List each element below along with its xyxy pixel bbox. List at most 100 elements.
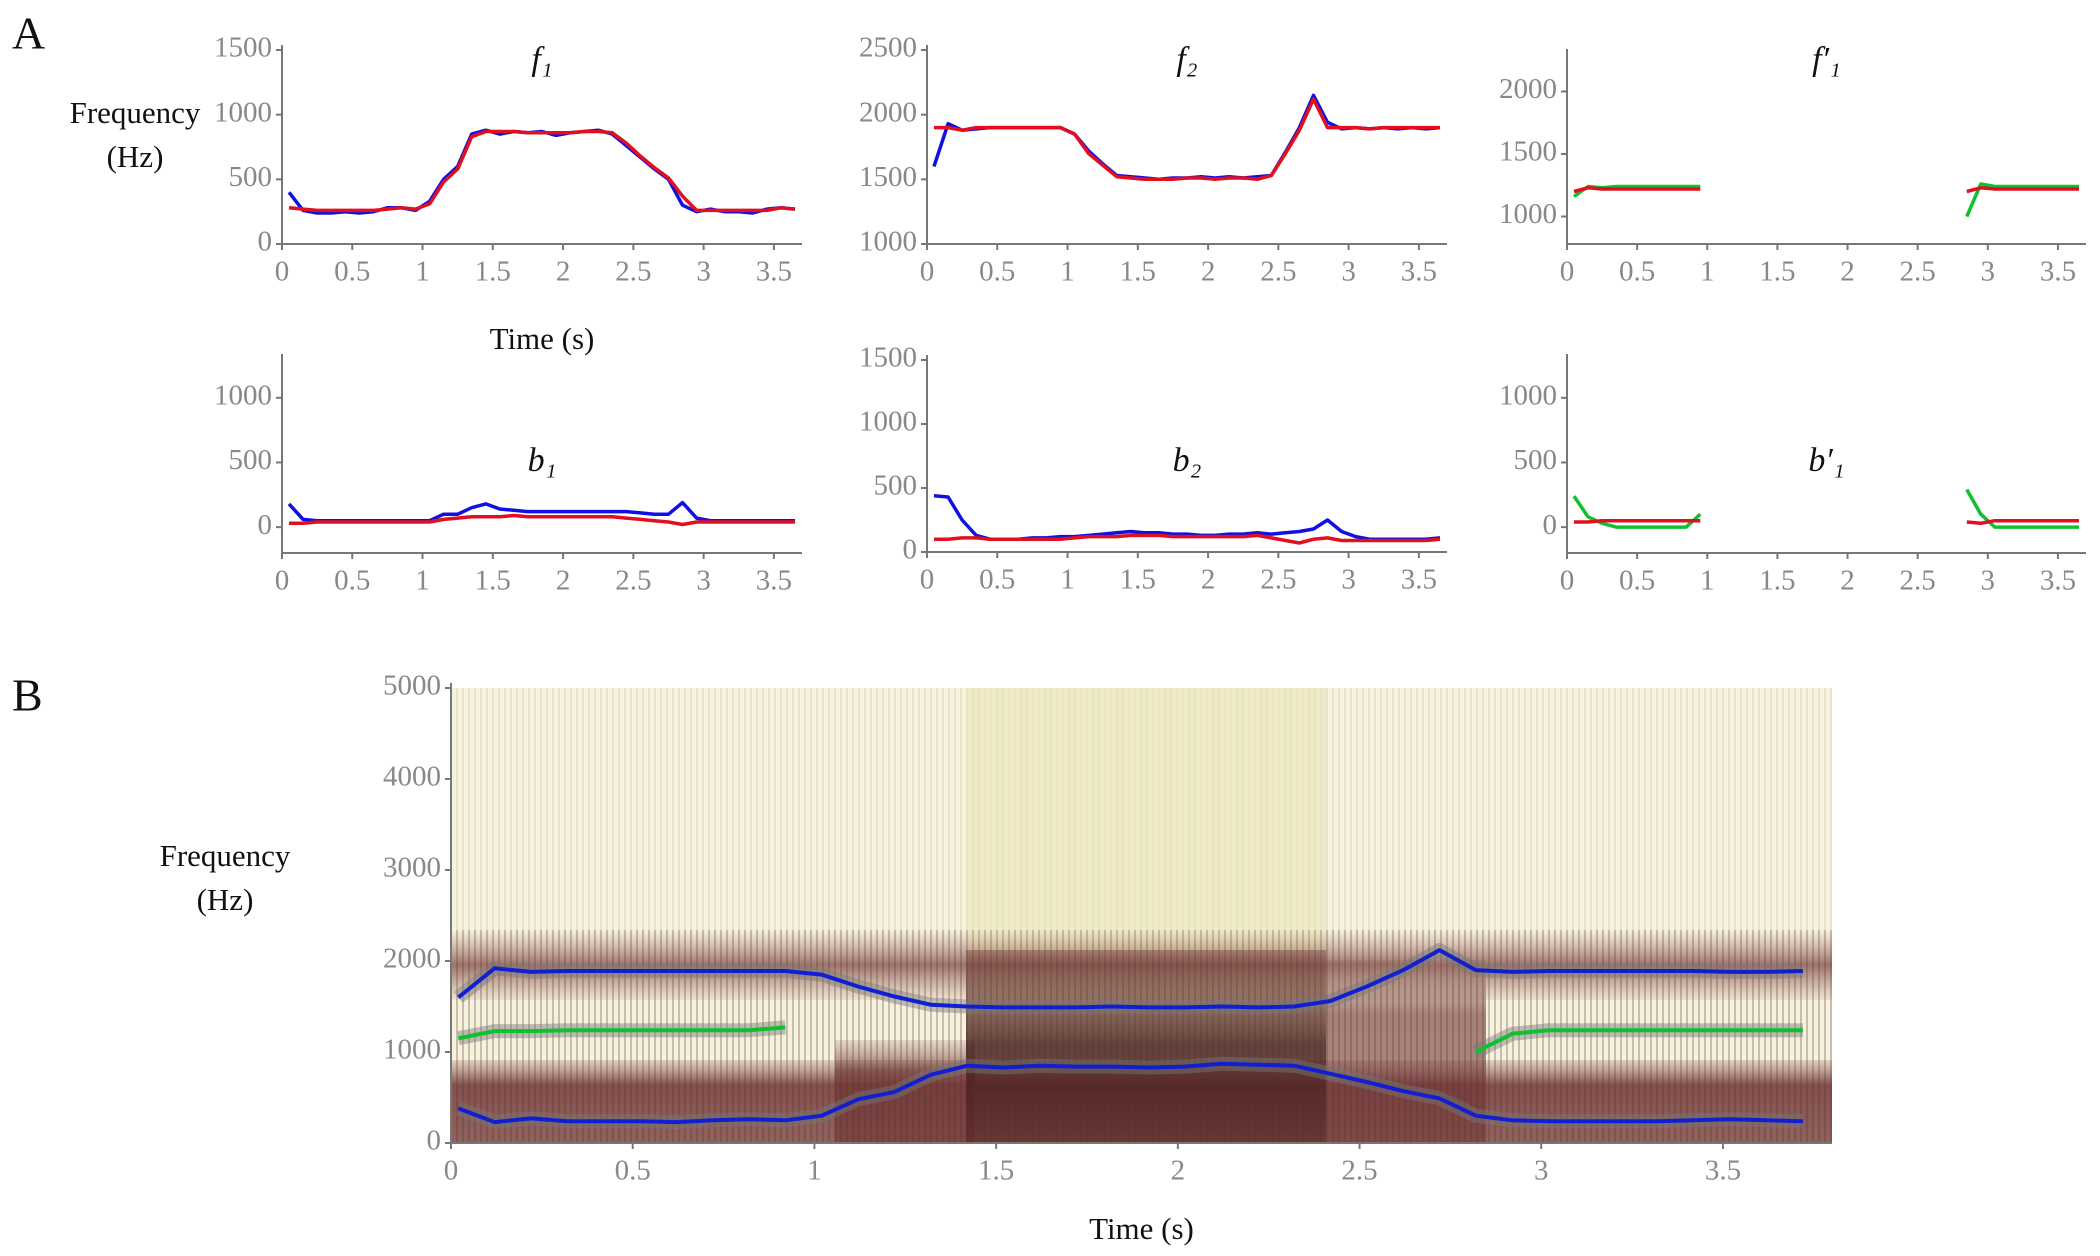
x-tick-label: 2 (1171, 1155, 1186, 1187)
series-line (1573, 186, 2079, 194)
x-tick-label: 3 (1341, 256, 1356, 288)
x-tick-label: 0.5 (1619, 256, 1655, 288)
panel-label: B (12, 670, 43, 721)
y-axis-label: Frequency (Hz) (69, 95, 201, 174)
x-tick-label: 3 (1534, 1155, 1549, 1187)
y-tick-label: 1500 (859, 342, 917, 374)
x-tick-label: 3 (1981, 565, 1996, 597)
x-tick-label: 0 (920, 256, 935, 288)
y-tick-label: 1000 (214, 96, 272, 128)
y-tick-label: 2000 (859, 96, 917, 128)
series-line (934, 533, 1441, 545)
y-tick-label: 0 (1543, 509, 1558, 541)
x-tick-label: 2.5 (615, 256, 651, 288)
y-tick-label: 3000 (383, 852, 441, 884)
x-tick-label: 3.5 (756, 256, 792, 288)
series-line (289, 513, 795, 527)
y-tick-label: 1000 (1499, 379, 1557, 411)
x-tick-label: 0.5 (334, 565, 370, 597)
series-line (287, 128, 796, 215)
x-tick-label: 0 (275, 256, 290, 288)
x-tick-label: 2.5 (1260, 256, 1296, 288)
x-tick-label: 3 (696, 256, 711, 288)
x-tick-label: 0.5 (1619, 565, 1655, 597)
chart: 0 500 1000 0 0.5 1 1.5 2 2.5 3 3.5 b′₁ (1499, 354, 2086, 597)
x-tick-label: 1 (1060, 256, 1075, 288)
x-tick-label: 3.5 (1401, 256, 1437, 288)
series-line (457, 1025, 1803, 1054)
x-tick-label: 3.5 (756, 565, 792, 597)
chart: 0 500 1000 1500 0 0.5 1 1.5 2 2.5 3 3.5 b₂ (859, 342, 1447, 596)
y-tick-label: 0 (427, 1125, 442, 1157)
x-tick-label: 0 (444, 1155, 459, 1187)
series-line (933, 493, 1441, 541)
y-tick-label: 1500 (214, 32, 272, 64)
x-tick-label: 2 (556, 565, 571, 597)
x-tick-label: 3.5 (1401, 564, 1437, 596)
chart: 0 500 1000 0 0.5 1 1.5 2 2.5 3 3.5 b₁ (214, 354, 802, 597)
y-tick-label: 0 (258, 509, 273, 541)
y-tick-label: 5000 (383, 670, 441, 702)
x-tick-label: 3 (1981, 256, 1996, 288)
y-tick-label: 2000 (383, 943, 441, 975)
series-line (932, 93, 1441, 182)
x-tick-label: 0.5 (615, 1155, 651, 1187)
x-tick-label: 2 (556, 256, 571, 288)
x-tick-label: 2.5 (1900, 256, 1936, 288)
series-line (288, 129, 796, 213)
y-tick-label: 1000 (214, 379, 272, 411)
x-tick-label: 2.5 (1260, 564, 1296, 596)
spectrogram (451, 688, 1832, 1143)
x-tick-label: 1 (1700, 256, 1715, 288)
chart: 1000 1500 2000 2500 0 0.5 1 1.5 2 2.5 3 3.5 f₂ (859, 32, 1447, 288)
x-tick-label: 1.5 (475, 256, 511, 288)
series-line (1574, 518, 2079, 526)
x-tick-label: 0 (275, 565, 290, 597)
x-tick-label: 1 (1700, 565, 1715, 597)
x-tick-label: 0 (920, 564, 935, 596)
x-tick-label: 3 (696, 565, 711, 597)
x-tick-label: 2 (1840, 256, 1855, 288)
x-tick-label: 2 (1840, 565, 1855, 597)
x-tick-label: 2 (1201, 564, 1216, 596)
x-tick-label: 1 (807, 1155, 822, 1187)
x-tick-label: 1.5 (1120, 564, 1156, 596)
x-tick-label: 0.5 (979, 256, 1015, 288)
x-tick-label: 0 (1560, 565, 1575, 597)
x-tick-label: 3.5 (2040, 565, 2076, 597)
x-tick-label: 1 (415, 256, 430, 288)
x-tick-label: 3 (1341, 564, 1356, 596)
x-axis-label: Time (s) (1089, 1211, 1194, 1246)
x-tick-label: 2 (1201, 256, 1216, 288)
x-axis-label: Time (s) (490, 321, 595, 356)
x-tick-label: 0.5 (334, 256, 370, 288)
y-tick-label: 1000 (383, 1034, 441, 1066)
x-tick-label: 1.5 (475, 565, 511, 597)
chart-title: f₂ (1176, 41, 1197, 78)
y-tick-label: 1500 (1499, 136, 1557, 168)
x-tick-label: 1.5 (1120, 256, 1156, 288)
y-tick-label: 2500 (859, 32, 917, 64)
x-tick-label: 0 (1560, 256, 1575, 288)
y-tick-label: 2000 (1499, 73, 1557, 105)
x-tick-label: 3.5 (2040, 256, 2076, 288)
y-tick-label: 4000 (383, 761, 441, 793)
x-tick-label: 2.5 (1341, 1155, 1377, 1187)
x-tick-label: 1.5 (1759, 256, 1795, 288)
y-tick-label: 500 (229, 444, 273, 476)
x-tick-label: 2.5 (1900, 565, 1936, 597)
x-tick-label: 1 (415, 565, 430, 597)
series-line (934, 97, 1440, 182)
chart-title: b₁ (528, 442, 557, 479)
series-line (457, 1061, 1803, 1125)
chart-title: b₂ (1173, 442, 1202, 479)
x-tick-label: 1.5 (978, 1155, 1014, 1187)
chart: 1000 1500 2000 0 0.5 1 1.5 2 2.5 3 3.5 f′₁ (1499, 41, 2086, 288)
chart-title: f′₁ (1812, 41, 1841, 78)
y-tick-label: 0 (903, 534, 918, 566)
x-tick-label: 2.5 (615, 565, 651, 597)
y-tick-label: 1000 (859, 226, 917, 258)
y-tick-label: 1500 (859, 161, 917, 193)
chart: 0 500 1000 1500 0 0.5 1 1.5 2 2.5 3 3.5 f₁ Time (s) A (12, 8, 802, 356)
